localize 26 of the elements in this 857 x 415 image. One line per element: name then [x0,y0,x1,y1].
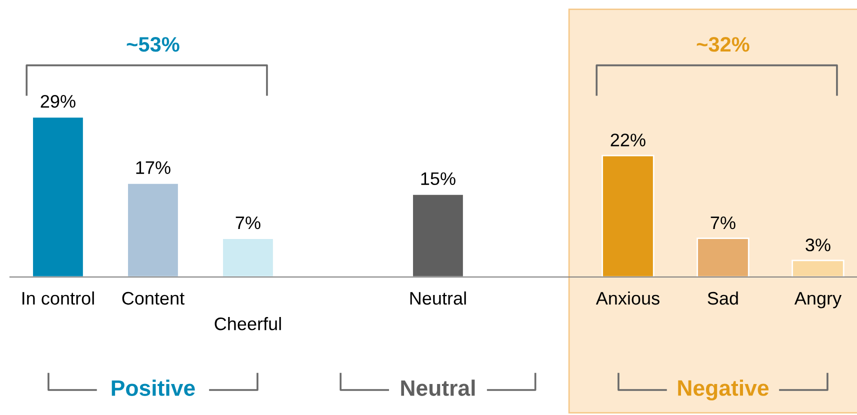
x-tick-label: Neutral [410,291,466,305]
data-label: 15% [421,172,456,186]
x-tick-label: Cheerful [214,317,281,330]
bar [222,238,274,277]
x-tick-label: Content [122,292,184,305]
x-tick-label: Angry [794,292,842,308]
text: Negative [678,380,769,400]
data-label: 3% [806,238,830,252]
data-label: 22% [610,134,646,146]
data-label: 29% [40,94,76,108]
data-label: 7% [236,216,260,230]
bar [602,154,654,277]
x-tick-label: Anxious [596,291,660,305]
bar [32,116,84,277]
data-label: 17% [136,161,170,174]
x-tick-label: Sad [708,291,738,305]
bar [792,260,844,277]
bar [412,193,464,277]
text: ~32% [696,37,750,52]
bar [126,182,180,277]
text: ~53% [126,37,180,52]
bar [696,238,750,277]
text: Positive [112,380,195,396]
text: Neutral [401,380,475,396]
data-label: 7% [710,216,736,230]
x-tick-label: In control [22,291,94,305]
